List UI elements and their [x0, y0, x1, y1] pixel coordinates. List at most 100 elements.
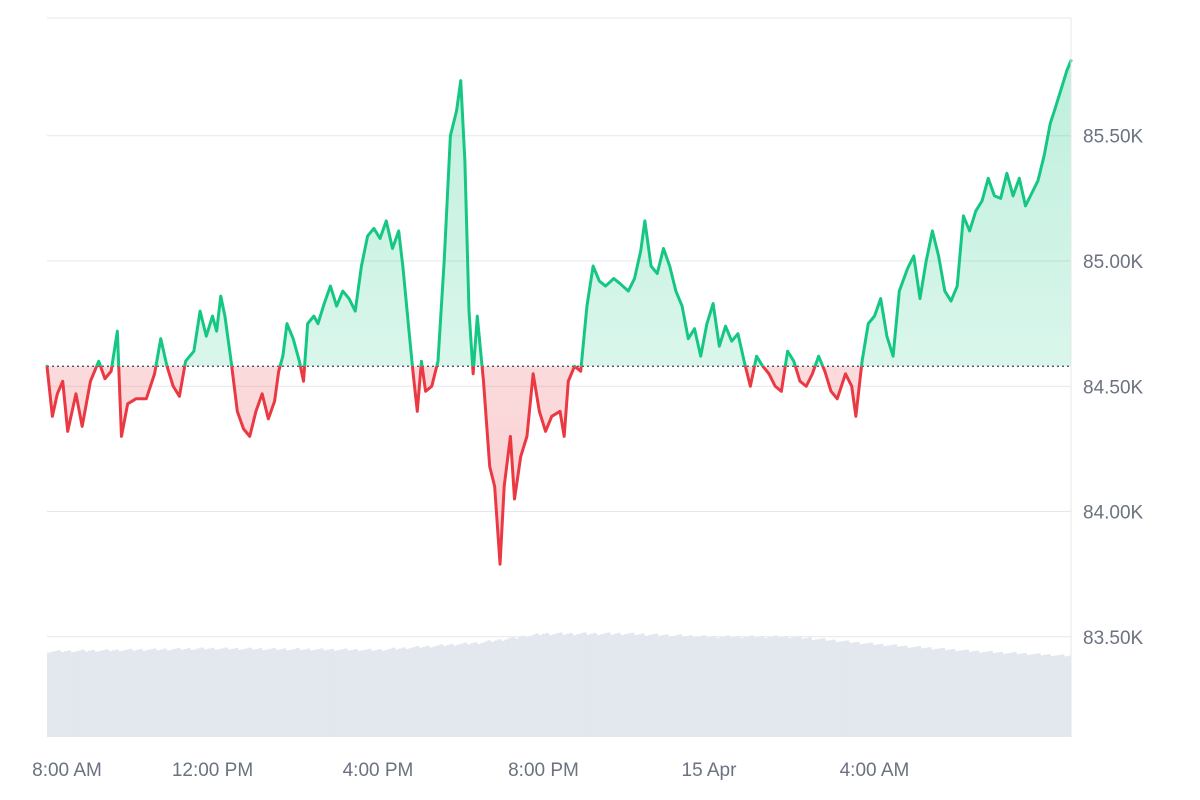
volume-bar [917, 646, 922, 737]
price-line-up[interactable] [45, 59, 1073, 565]
volume-bar [883, 646, 887, 737]
volume-bar [53, 650, 58, 737]
volume-bar [855, 641, 860, 737]
volume-bar [958, 650, 963, 737]
volume-bar [1012, 652, 1017, 737]
volume-bar [248, 647, 253, 737]
volume-bar [518, 637, 522, 737]
volume-bar [340, 649, 345, 737]
volume-bar [869, 642, 874, 737]
volume-bar [548, 635, 553, 737]
volume-bar [637, 634, 642, 737]
volume-bar [982, 652, 986, 737]
volume-bar [910, 647, 915, 737]
volume-bar [190, 650, 195, 737]
volume-bar [999, 651, 1004, 737]
volume-bar [384, 649, 389, 737]
price-line-down[interactable] [45, 61, 1071, 566]
volume-bar [695, 636, 700, 737]
volume-bar [937, 648, 942, 737]
volume-bar [975, 650, 980, 737]
volume-bar [541, 633, 546, 737]
volume-bar [750, 635, 754, 737]
volume-bar [729, 637, 734, 737]
volume-bar [808, 637, 812, 737]
volume-bar [852, 642, 857, 737]
volume-bar [313, 649, 317, 737]
volume-bar [145, 650, 150, 737]
volume-bar [654, 633, 659, 737]
volume-bar [896, 646, 901, 737]
volume-bar [531, 634, 536, 737]
volume-bar [763, 638, 768, 737]
volume-bar [289, 649, 294, 737]
y-tick-label: 83.50K [1083, 628, 1144, 649]
volume-bar [412, 647, 416, 737]
volume-bar [647, 635, 652, 737]
volume-bar [456, 644, 461, 737]
volume-bar [668, 636, 672, 737]
volume-bar [207, 648, 212, 737]
volume-bar [593, 632, 597, 737]
volume-bar [620, 635, 625, 737]
volume-bar [422, 646, 427, 737]
volume-bar [589, 633, 594, 737]
volume-bar [821, 638, 826, 737]
volume-bar [524, 637, 529, 737]
volume-bar [265, 649, 270, 737]
volume-bar [698, 636, 703, 737]
volume-bar [1016, 654, 1021, 737]
volume-bar [94, 651, 99, 737]
volume-bar [309, 650, 314, 737]
volume-bar [101, 650, 106, 737]
line-below-baseline [45, 61, 1071, 566]
volume-bar [756, 636, 761, 737]
volume-bar [231, 648, 236, 737]
volume-bar [777, 637, 782, 737]
volume-bar [1053, 655, 1058, 737]
volume-bar [405, 649, 410, 737]
volume-bar [374, 650, 379, 737]
volume-bar [152, 648, 157, 737]
volume-bar [582, 632, 587, 737]
volume-bar [767, 637, 771, 737]
volume-bar [787, 638, 792, 737]
volume-bar [671, 635, 676, 737]
volume-bar [849, 642, 853, 737]
volume-bar [306, 648, 311, 737]
volume-bar [316, 649, 321, 737]
volume-bar [460, 643, 464, 737]
volume-bar [815, 639, 819, 737]
volume-bar [948, 649, 952, 737]
volume-bar [1057, 654, 1062, 737]
volume-bar [627, 633, 631, 737]
volume-bar [702, 635, 707, 737]
volume-bar [432, 646, 437, 737]
y-tick-label: 85.00K [1083, 252, 1144, 273]
volume-bar [500, 640, 505, 737]
volume-bar [224, 647, 229, 737]
volume-bar [579, 633, 584, 737]
volume-bar [770, 636, 775, 737]
volume-bar [285, 650, 290, 737]
volume-bar [255, 648, 259, 737]
volume-bar [1006, 653, 1010, 737]
y-tick-label: 85.50K [1083, 127, 1144, 148]
line-above-baseline [45, 59, 1073, 565]
volume-bar [494, 640, 498, 737]
volume-bar [221, 648, 225, 737]
volume-bar [419, 647, 423, 737]
x-axis: 8:00 AM 12:00 PM 4:00 PM 8:00 PM 15 Apr 4:00 … [32, 760, 909, 781]
volume-bar [391, 647, 396, 737]
volume-bar [842, 640, 847, 737]
volume-bar [791, 637, 795, 737]
volume-bar [337, 650, 341, 737]
volume-bar [429, 647, 433, 737]
volume-bar [227, 649, 232, 737]
volume-bar [688, 635, 693, 737]
volume-bar [657, 635, 662, 737]
volume-bar [617, 632, 621, 737]
volume-bar [64, 651, 68, 737]
